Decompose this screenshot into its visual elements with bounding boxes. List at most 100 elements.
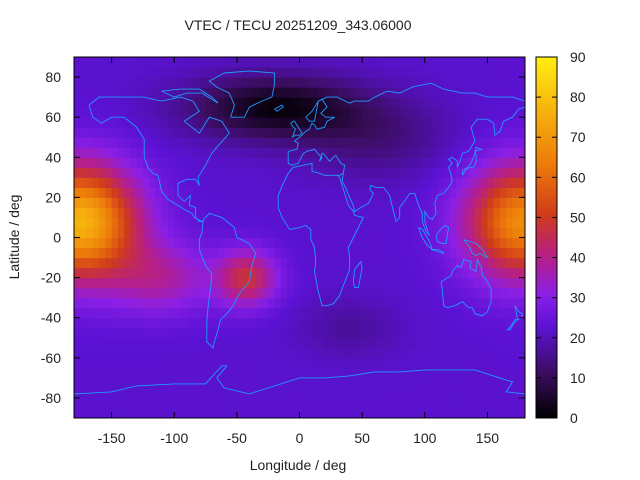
heat-cell xyxy=(99,257,106,269)
heat-cell xyxy=(518,87,525,98)
colorbar-tick-label: 30 xyxy=(570,290,586,306)
heat-cell xyxy=(418,127,426,138)
heat-cell xyxy=(268,207,276,219)
heat-cell xyxy=(155,177,163,188)
heat-cell xyxy=(443,327,451,339)
heat-cell xyxy=(412,187,420,198)
heat-cell xyxy=(174,57,182,68)
heat-cell xyxy=(243,267,250,279)
heat-cell xyxy=(399,397,407,409)
heat-cell xyxy=(443,297,451,309)
heat-cell xyxy=(174,117,182,128)
heat-cell xyxy=(481,147,489,158)
heat-cell xyxy=(243,367,250,379)
heat-cell xyxy=(236,67,244,78)
heat-cell xyxy=(506,167,514,178)
heat-cell xyxy=(130,357,138,369)
heat-cell xyxy=(161,337,169,349)
heat-cell xyxy=(437,87,445,98)
heat-cell xyxy=(211,377,219,389)
heat-cell xyxy=(499,187,507,198)
heat-cell xyxy=(218,127,225,138)
heat-cell xyxy=(105,57,113,68)
heat-cell xyxy=(155,117,163,128)
heat-cell xyxy=(512,97,520,108)
heat-cell xyxy=(330,247,338,259)
heat-cell xyxy=(468,147,476,158)
heat-cell xyxy=(205,87,213,98)
heat-cell xyxy=(161,177,169,188)
coastline-overlay xyxy=(74,70,525,395)
heat-cell xyxy=(261,367,269,379)
heat-cell xyxy=(512,267,520,279)
heat-cell xyxy=(412,397,420,409)
heat-cell xyxy=(462,77,470,88)
heat-cell xyxy=(111,117,119,128)
heat-cell xyxy=(111,207,119,219)
heat-cell xyxy=(449,267,457,279)
heat-cell xyxy=(74,167,81,178)
heat-cell xyxy=(293,297,301,309)
heat-cell xyxy=(337,337,344,349)
heat-cell xyxy=(337,257,344,269)
heat-cell xyxy=(318,277,326,289)
heat-cell xyxy=(387,97,395,108)
heat-cell xyxy=(443,87,451,98)
heat-cell xyxy=(443,217,451,229)
heat-cell xyxy=(155,317,163,329)
heat-cell xyxy=(424,377,432,389)
heat-cell xyxy=(111,217,119,229)
heat-cell xyxy=(167,197,175,209)
heat-cell xyxy=(512,317,520,329)
heat-cell xyxy=(268,87,276,98)
heat-cell xyxy=(274,67,282,78)
heat-cell xyxy=(193,317,200,329)
heat-cell xyxy=(305,397,313,409)
heat-cell xyxy=(393,357,401,369)
heat-cell xyxy=(518,77,525,88)
heat-cell xyxy=(424,127,432,138)
heat-cell xyxy=(105,327,113,339)
heat-cell xyxy=(249,347,257,359)
heat-cell xyxy=(199,97,207,108)
heat-cell xyxy=(211,147,219,158)
heat-cell xyxy=(393,217,401,229)
heat-cell xyxy=(506,107,514,118)
heat-cell xyxy=(193,397,200,409)
heat-cell xyxy=(393,297,401,309)
heat-cell xyxy=(380,407,388,418)
heat-cell xyxy=(374,357,382,369)
heat-cell xyxy=(412,67,420,78)
heat-cell xyxy=(443,157,451,168)
heat-cell xyxy=(111,177,119,188)
heat-cell xyxy=(92,117,100,128)
heat-cell xyxy=(230,107,238,118)
heat-cell xyxy=(387,307,395,319)
heat-cell xyxy=(399,297,407,309)
heat-cell xyxy=(506,187,514,198)
heat-cell xyxy=(99,137,106,148)
heat-cell xyxy=(343,317,351,329)
heat-cell xyxy=(449,207,457,219)
heat-cell xyxy=(399,257,407,269)
heat-cell xyxy=(387,357,395,369)
heat-cell xyxy=(255,147,263,158)
heat-cell xyxy=(211,107,219,118)
heat-cell xyxy=(443,197,451,209)
heat-cell xyxy=(443,167,451,178)
heat-cell xyxy=(312,317,319,329)
heat-cell xyxy=(368,247,376,259)
heat-cell xyxy=(136,187,144,198)
heat-cell xyxy=(506,57,514,68)
heat-cell xyxy=(136,177,144,188)
heat-cell xyxy=(349,77,357,88)
heat-cell xyxy=(312,147,319,158)
heat-cell xyxy=(142,347,150,359)
heat-cell xyxy=(92,127,100,138)
heat-cell xyxy=(86,397,94,409)
heat-cell xyxy=(330,147,338,158)
heat-cell xyxy=(224,297,232,309)
heat-cell xyxy=(405,117,413,128)
heat-cell xyxy=(324,157,332,168)
heat-cell xyxy=(124,397,131,409)
